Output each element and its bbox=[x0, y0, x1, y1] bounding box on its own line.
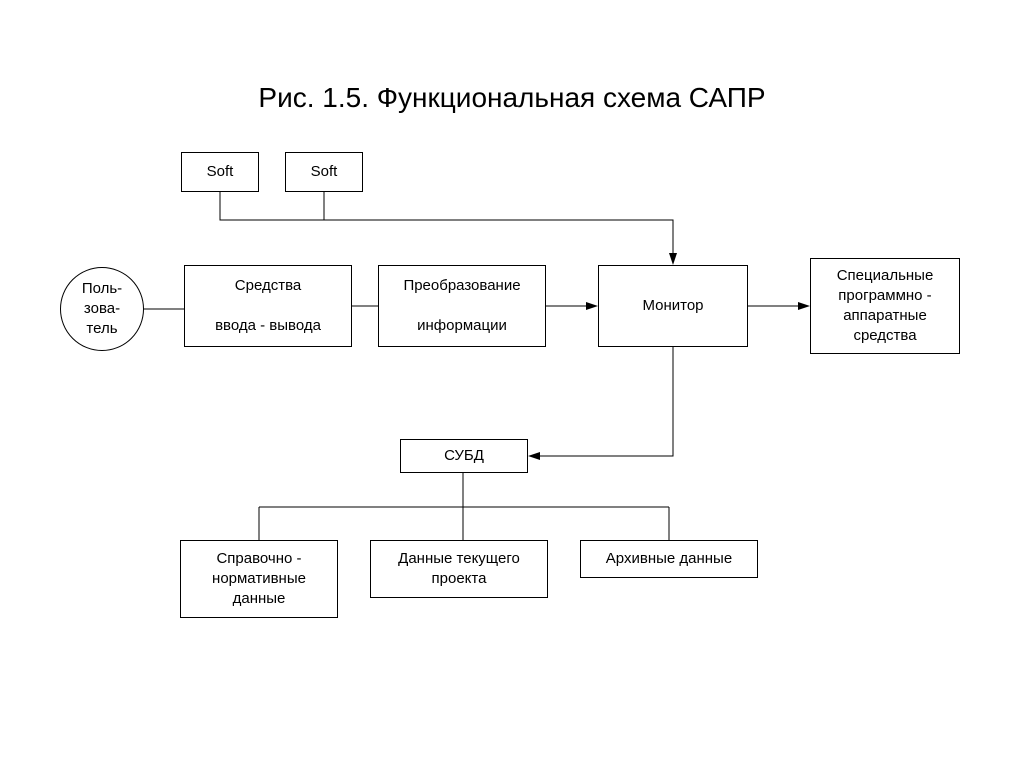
node-arch: Архивные данные bbox=[580, 540, 758, 578]
node-spec: Специальные программно - аппаратные сред… bbox=[810, 258, 960, 354]
arrowhead bbox=[669, 253, 677, 265]
node-subd: СУБД bbox=[400, 439, 528, 473]
arrowhead bbox=[798, 302, 810, 310]
node-user: Поль- зова- тель bbox=[60, 267, 144, 351]
node-soft2: Soft bbox=[285, 152, 363, 192]
node-ref: Справочно - нормативные данные bbox=[180, 540, 338, 618]
arrowhead bbox=[528, 452, 540, 460]
node-conv: Преобразование информации bbox=[378, 265, 546, 347]
node-io: Средства ввода - вывода bbox=[184, 265, 352, 347]
diagram-title: Рис. 1.5. Функциональная схема САПР bbox=[0, 82, 1024, 114]
node-soft1: Soft bbox=[181, 152, 259, 192]
diagram-stage: Рис. 1.5. Функциональная схема САПР Soft… bbox=[0, 0, 1024, 767]
edge-4 bbox=[220, 192, 673, 258]
edges-layer bbox=[0, 0, 1024, 767]
edge-6 bbox=[535, 347, 673, 456]
arrowhead bbox=[586, 302, 598, 310]
node-cur: Данные текущего проекта bbox=[370, 540, 548, 598]
node-monitor: Монитор bbox=[598, 265, 748, 347]
